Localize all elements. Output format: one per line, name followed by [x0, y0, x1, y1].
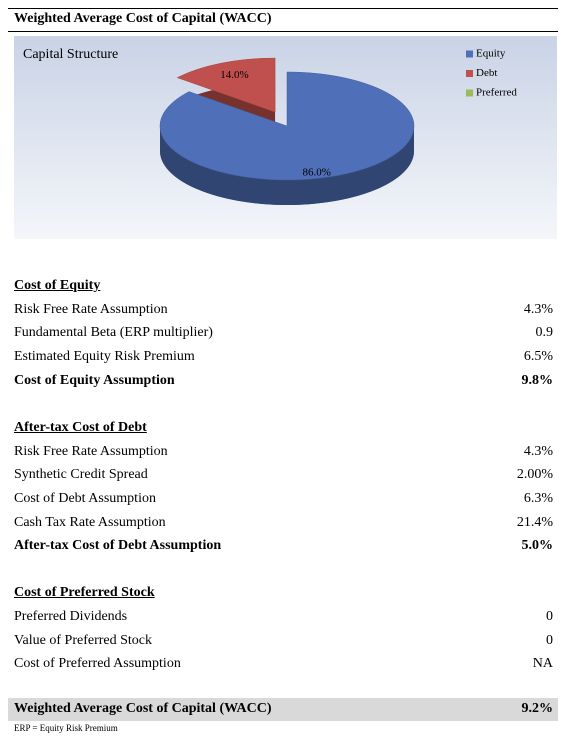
- chart: Capital Structure 86.0% 14.0% Equity Debt Pr…: [14, 36, 557, 239]
- section-heading: Cost of Equity: [14, 278, 101, 293]
- row-label: Value of Preferred Stock: [14, 632, 153, 648]
- row-value: 0.9: [535, 325, 554, 341]
- wacc-bar: [8, 698, 558, 721]
- row-value: 6.3%: [523, 490, 553, 506]
- row-label: Cost of Preferred Assumption: [14, 656, 181, 672]
- data-label: 14.0%: [220, 69, 248, 81]
- footnote: ERP = Equity Risk Premium: [14, 723, 118, 733]
- legend-label: Equity: [476, 48, 506, 60]
- row-value: NA: [532, 656, 553, 672]
- legend-swatch: [466, 70, 473, 77]
- total-label: After-tax Cost of Debt Assumption: [14, 538, 222, 554]
- pie-slice: [176, 57, 276, 113]
- row-value: 4.3%: [523, 443, 553, 459]
- data-label: 86.0%: [303, 166, 331, 178]
- chart-title: Capital Structure: [23, 47, 118, 62]
- wacc-value: 9.2%: [521, 701, 554, 716]
- legend-swatch: [466, 50, 473, 58]
- row-label: Preferred Dividends: [14, 609, 128, 624]
- row-value: 0: [546, 632, 553, 648]
- row-value: 4.3%: [523, 301, 553, 317]
- total-value: 9.8%: [521, 372, 554, 388]
- row-label: Risk Free Rate Assumption: [14, 301, 168, 317]
- row-label: Estimated Equity Risk Premium: [14, 349, 195, 365]
- row-label: Synthetic Credit Spread: [14, 467, 148, 483]
- slice-side: [160, 126, 414, 205]
- row-value: 2.00%: [516, 467, 553, 483]
- total-label: Cost of Equity Assumption: [14, 372, 175, 388]
- row-label: Cash Tax Rate Assumption: [14, 514, 166, 530]
- section-heading: Cost of Preferred Stock: [14, 585, 155, 601]
- pie-slice: [159, 71, 415, 181]
- legend-label: Debt: [476, 67, 497, 79]
- legend-swatch: [466, 89, 473, 97]
- row-value: 0: [546, 609, 553, 624]
- section-heading: After-tax Cost of Debt: [14, 419, 147, 435]
- total-value: 5.0%: [521, 538, 554, 554]
- title-bar: [8, 8, 558, 32]
- row-value: 6.5%: [523, 349, 553, 365]
- row-value: 21.4%: [516, 514, 553, 530]
- wacc-label: Weighted Average Cost of Capital (WACC): [14, 701, 272, 716]
- legend-label: Preferred: [476, 87, 517, 99]
- row-label: Fundamental Beta (ERP multiplier): [14, 325, 213, 341]
- row-label: Risk Free Rate Assumption: [14, 443, 168, 459]
- row-label: Cost of Debt Assumption: [14, 490, 156, 506]
- page-title: Weighted Average Cost of Capital (WACC): [14, 11, 272, 26]
